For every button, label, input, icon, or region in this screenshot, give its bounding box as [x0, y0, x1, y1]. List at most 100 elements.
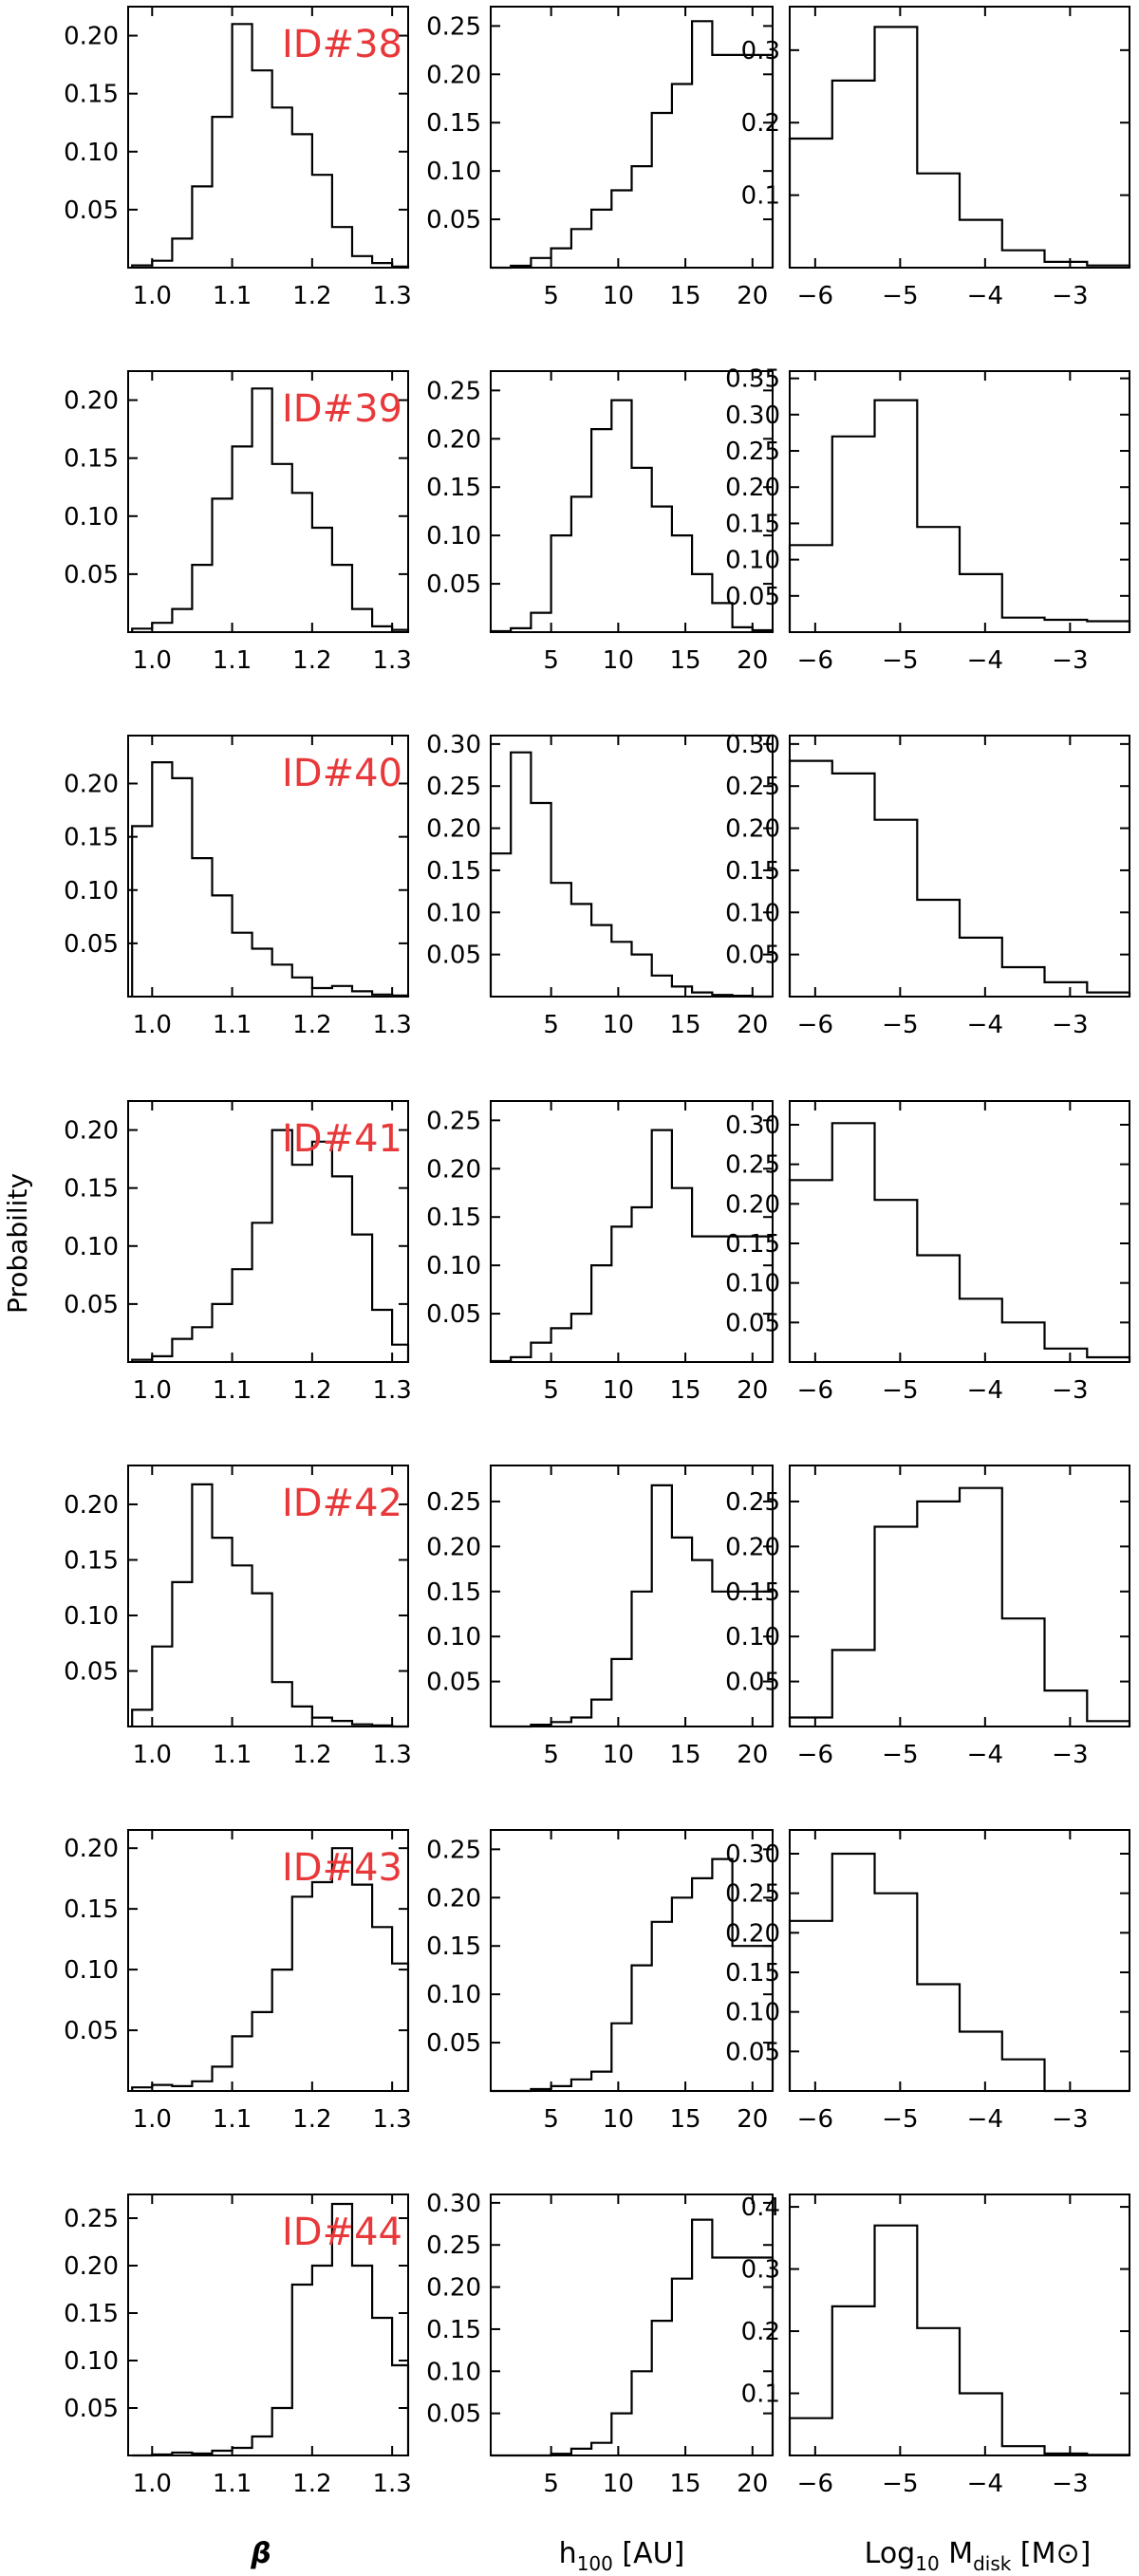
x-tick-label: −4	[967, 282, 1003, 310]
y-tick-label: 0.20	[426, 61, 481, 89]
x-tick-label: −5	[882, 646, 918, 675]
y-tick-label: 0.05	[725, 942, 780, 970]
y-tick-label: 0.15	[725, 1578, 780, 1607]
x-tick-label: −5	[882, 1011, 918, 1039]
y-tick-label: 0.30	[725, 1840, 780, 1869]
x-tick-label: 1.0	[133, 1376, 172, 1405]
y-tick-label: 0.35	[725, 365, 780, 394]
x-tick-label: 5	[543, 2470, 559, 2498]
y-tick-label: 0.25	[725, 1488, 780, 1517]
y-tick-label: 0.15	[725, 510, 780, 538]
x-tick-label: 20	[737, 1741, 768, 1769]
y-tick-label: 0.15	[426, 474, 481, 502]
x-tick-label: 15	[670, 2470, 701, 2498]
y-tick-label: 0.10	[64, 139, 119, 167]
histogram-beta	[131, 1129, 410, 1362]
y-tick-label: 0.15	[64, 1546, 119, 1575]
x-tick-label: −3	[1052, 646, 1088, 675]
panel-7-h100: 5 10 15 20 0.05 0.10 0.15 0.20 0.25 0.30	[426, 2190, 775, 2498]
y-tick-label: 0.05	[426, 2400, 481, 2429]
x-axis-label-mdisk-unit: [M⊙]	[1011, 2537, 1091, 2570]
y-tick-label: 0.10	[64, 1602, 119, 1631]
panel-3-beta: 1.0 1.1 1.2 1.3 0.05 0.10 0.15 0.20 ID#40	[64, 735, 412, 1039]
x-tick-label: 1.3	[372, 2470, 411, 2498]
y-tick-label: 0.15	[426, 109, 481, 138]
panel-frame	[127, 370, 409, 633]
y-tick-label: 0.30	[725, 1111, 780, 1140]
y-tick-label: 0.20	[725, 474, 780, 502]
panel-1-beta: 1.0 1.1 1.2 1.3 0.05 0.10 0.15 0.20 ID#38	[64, 6, 412, 310]
y-tick-label: 0.05	[64, 2395, 119, 2423]
panel-6-mdisk: −6 −5 −4 −3 0.05 0.10 0.15 0.20 0.25 0.30	[725, 1829, 1130, 2134]
x-tick-label: 1.3	[372, 1011, 411, 1039]
x-tick-label: −6	[797, 1741, 833, 1769]
x-tick-label: 1.1	[213, 1741, 252, 1769]
y-tick-label: 0.10	[426, 522, 481, 551]
y-tick-label: 0.25	[426, 1836, 481, 1864]
histogram-beta	[131, 761, 410, 997]
x-tick-label: 1.3	[372, 282, 411, 310]
object-id-label: ID#42	[282, 1482, 402, 1525]
y-tick-label: 0.30	[725, 401, 780, 430]
x-axis-label-h100-sub: 100	[577, 2552, 613, 2575]
y-tick-label: 0.10	[725, 1623, 780, 1652]
y-tick-label: 0.25	[426, 12, 481, 41]
y-tick-label: 0.25	[725, 1151, 780, 1180]
object-id-label: ID#44	[282, 2211, 402, 2254]
panel-frame	[789, 1100, 1130, 1363]
panel-frame	[789, 1829, 1130, 2092]
x-tick-label: −3	[1052, 2470, 1088, 2498]
y-tick-label: 0.15	[426, 2316, 481, 2344]
y-tick-label: 0.30	[725, 731, 780, 759]
y-tick-label: 0.2	[741, 2318, 780, 2346]
x-axis-label-mdisk-pre: Log	[865, 2537, 916, 2570]
y-tick-label: 0.20	[64, 1835, 119, 1863]
panel-2-mdisk: −6 −5 −4 −3 0.05 0.10 0.15 0.20 0.25 0.30 0.35	[725, 365, 1131, 675]
panel-frame	[789, 735, 1130, 998]
x-tick-label: 1.2	[292, 282, 331, 310]
panel-frame	[789, 1465, 1130, 1727]
panel-frame	[490, 1100, 774, 1363]
x-tick-label: −4	[967, 2105, 1003, 2134]
y-tick-label: 0.20	[64, 771, 119, 799]
x-tick-label: −5	[882, 1741, 918, 1769]
y-tick-label: 0.20	[725, 815, 780, 844]
panel-frame	[789, 2193, 1130, 2456]
y-tick-label: 0.05	[64, 930, 119, 959]
y-tick-label: 0.15	[426, 857, 481, 886]
panel-frame	[127, 6, 409, 269]
x-tick-label: 5	[543, 282, 559, 310]
panel-frame	[789, 370, 1130, 633]
x-tick-label: 10	[603, 2470, 634, 2498]
x-tick-label: 15	[670, 1011, 701, 1039]
x-tick-label: 1.1	[213, 282, 252, 310]
x-tick-label: 5	[543, 1011, 559, 1039]
x-tick-label: 1.3	[372, 1741, 411, 1769]
x-axis-label-mdisk-pre-sub: 10	[915, 2552, 939, 2575]
x-tick-label: 15	[670, 2105, 701, 2134]
histogram-h100	[491, 20, 775, 270]
x-tick-label: 1.2	[292, 646, 331, 675]
y-tick-label: 0.15	[725, 1230, 780, 1259]
panel-frame	[127, 735, 409, 998]
y-tick-label: 0.25	[426, 773, 481, 801]
y-tick-label: 0.10	[426, 1252, 481, 1280]
y-tick-label: 0.25	[725, 773, 780, 801]
panel-5-h100: 5 10 15 20 0.05 0.10 0.15 0.20 0.25	[426, 1465, 775, 1769]
y-tick-label: 0.25	[725, 438, 780, 466]
y-tick-label: 0.20	[64, 1491, 119, 1520]
x-tick-label: 1.0	[133, 282, 172, 310]
y-tick-label: 0.25	[426, 2231, 481, 2260]
y-tick-label: 0.3	[741, 37, 780, 65]
panel-frame	[127, 1465, 409, 1727]
x-tick-label: 1.0	[133, 1741, 172, 1769]
y-tick-label: 0.10	[725, 1270, 780, 1298]
x-tick-label: 1.0	[133, 2105, 172, 2134]
y-tick-label: 0.15	[64, 1895, 119, 1924]
y-tick-label: 0.10	[426, 1981, 481, 2009]
x-tick-label: 20	[737, 1011, 768, 1039]
panel-6-beta: 1.0 1.1 1.2 1.3 0.05 0.10 0.15 0.20 ID#43	[64, 1829, 412, 2134]
y-tick-label: 0.1	[741, 182, 780, 211]
y-tick-label: 0.10	[64, 1233, 119, 1261]
y-tick-label: 0.10	[64, 503, 119, 532]
